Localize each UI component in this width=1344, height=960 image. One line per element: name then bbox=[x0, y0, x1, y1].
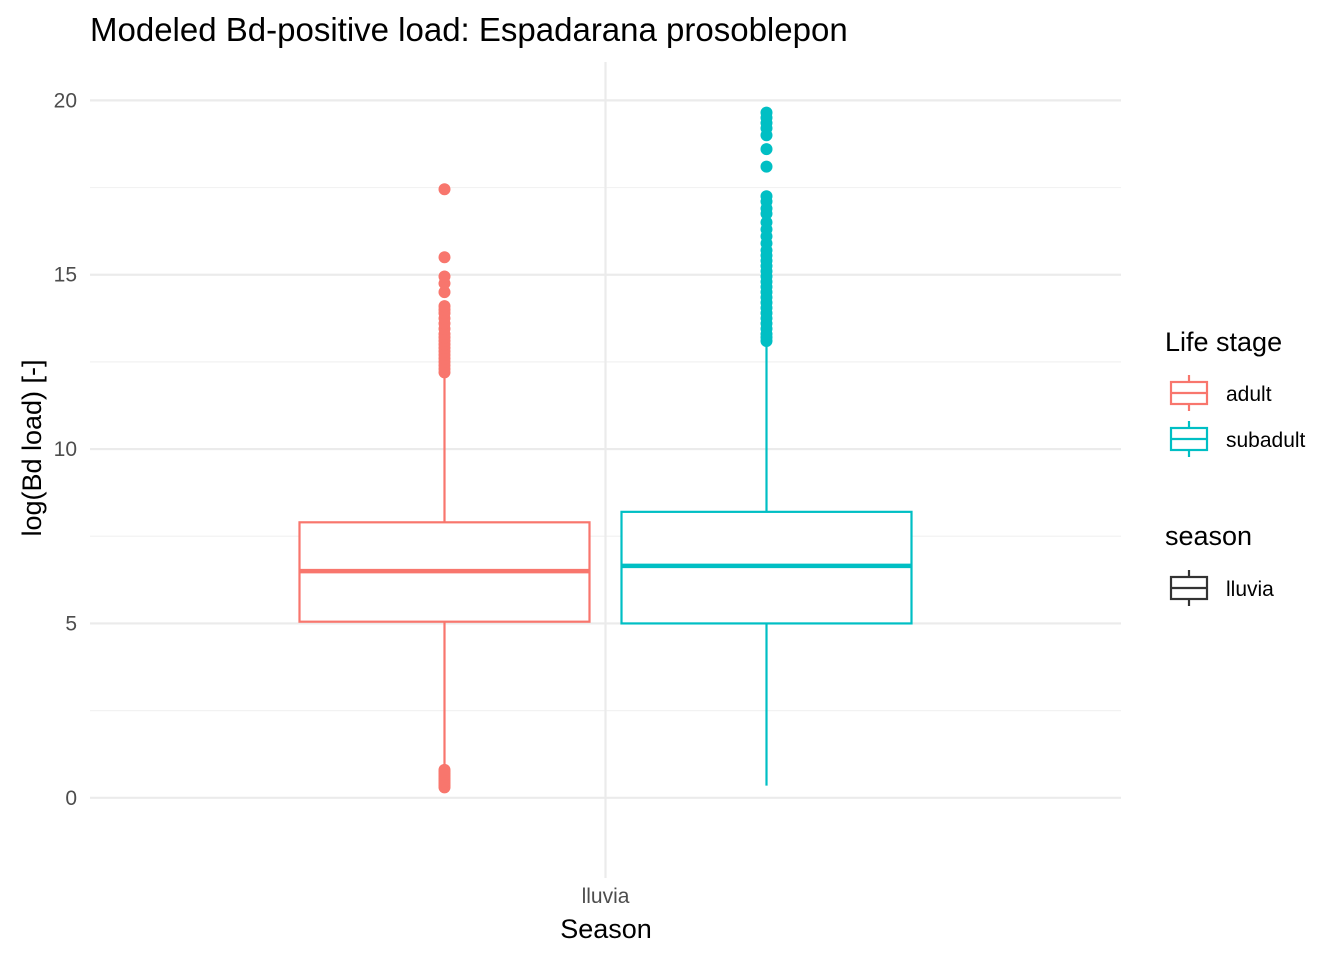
x-axis-tick-labels: lluvia bbox=[582, 885, 630, 908]
y-tick-label: 15 bbox=[54, 264, 77, 287]
legend-title: season bbox=[1165, 521, 1252, 551]
outlier-point bbox=[760, 106, 773, 119]
outlier-point bbox=[760, 143, 773, 156]
chart-title: Modeled Bd-positive load: Espadarana pro… bbox=[90, 11, 848, 48]
legend-title: Life stage bbox=[1165, 327, 1282, 357]
box-series bbox=[298, 106, 913, 794]
y-axis-tick-labels: 0 5 10 15 20 bbox=[54, 89, 77, 809]
outlier-point bbox=[760, 190, 773, 203]
outlier-point bbox=[438, 270, 451, 283]
outlier-point bbox=[438, 763, 451, 776]
legend-label: lluvia bbox=[1226, 578, 1274, 601]
legend-key bbox=[1169, 570, 1209, 606]
outlier-point bbox=[760, 160, 773, 173]
outlier-point bbox=[438, 300, 451, 313]
y-tick-label: 20 bbox=[54, 89, 77, 112]
legend-life-stage: Life stage adult subadult bbox=[1165, 327, 1306, 457]
box-adult bbox=[298, 183, 591, 794]
x-tick-label: lluvia bbox=[582, 885, 630, 908]
outlier-point bbox=[760, 216, 773, 229]
outlier-point bbox=[438, 251, 451, 264]
y-tick-label: 0 bbox=[65, 787, 77, 810]
outlier-point bbox=[438, 183, 451, 196]
legend-key bbox=[1169, 421, 1209, 457]
legend: Life stage adult subadult season lluvia bbox=[1165, 327, 1306, 606]
grid-lines bbox=[90, 62, 1121, 878]
outlier-point bbox=[438, 286, 451, 299]
legend-season: season lluvia bbox=[1165, 521, 1274, 606]
legend-key bbox=[1169, 375, 1209, 411]
y-tick-label: 10 bbox=[54, 438, 77, 461]
legend-label: adult bbox=[1226, 383, 1272, 406]
box-subadult bbox=[620, 106, 913, 786]
legend-label: subadult bbox=[1226, 429, 1306, 452]
y-tick-label: 5 bbox=[65, 612, 77, 635]
x-axis-title: Season bbox=[560, 914, 652, 944]
y-axis-title: log(Bd load) [-] bbox=[17, 359, 47, 536]
